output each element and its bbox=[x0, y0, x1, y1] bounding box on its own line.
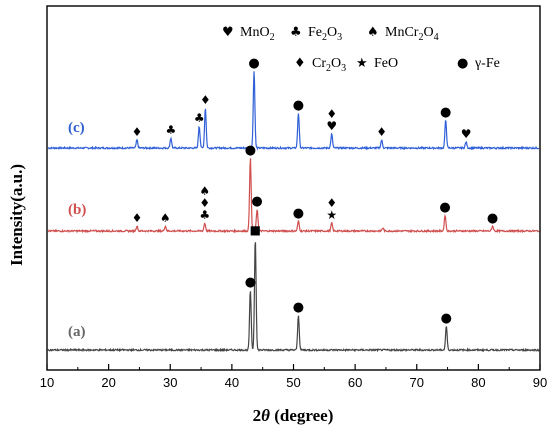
legend-item-2-label: MnCr2O4 bbox=[385, 25, 439, 43]
y-axis-title: Intensity(a.u.) bbox=[7, 164, 26, 266]
peak-marker-1-2-0: ♠ bbox=[199, 184, 210, 198]
peak-marker-0-0-0: ♦ bbox=[132, 125, 143, 139]
legend-item-5-symbol: ● bbox=[457, 56, 468, 71]
peak-marker-0-3-0: ♦ bbox=[200, 93, 211, 107]
peak-marker-0-8-0: ● bbox=[440, 105, 451, 120]
peak-marker-2-2-0: ● bbox=[293, 300, 304, 315]
x-tick-label-7: 80 bbox=[471, 375, 485, 390]
peak-marker-1-6-0: ♦ bbox=[326, 196, 337, 210]
peak-marker-1-8-0: ● bbox=[487, 211, 498, 226]
peak-marker-1-2-1: ♦ bbox=[199, 196, 210, 210]
peak-marker-2-0-0: ● bbox=[245, 275, 256, 290]
legend-item-4-symbol: ★ bbox=[356, 56, 368, 71]
peak-marker-0-6-1: ♥ bbox=[326, 119, 337, 133]
x-tick-label-4: 50 bbox=[286, 375, 300, 390]
peak-marker-1-5-0: ● bbox=[293, 206, 304, 221]
legend-item-1-symbol: ♣ bbox=[290, 25, 302, 40]
peak-marker-1-3-0: ● bbox=[245, 143, 256, 158]
x-tick-label-3: 40 bbox=[225, 375, 239, 390]
series-line-2 bbox=[47, 242, 540, 353]
peak-marker-1-7-0: ● bbox=[439, 200, 450, 215]
legend-item-3-symbol: ♦ bbox=[294, 56, 306, 71]
axes: 10 20 30 40 50 60 70 80 90 bbox=[40, 5, 547, 390]
legend-item-3-label: Cr2O3 bbox=[312, 56, 346, 74]
peak-marker-1-2-2: ♣ bbox=[199, 208, 210, 222]
legend-item-4: ★ FeO bbox=[356, 56, 398, 71]
peak-marker-1-1-0: ♠ bbox=[160, 211, 171, 225]
peak-marker-1-6-1: ★ bbox=[326, 208, 337, 222]
x-tick-label-5: 60 bbox=[348, 375, 362, 390]
peak-marker-1-0-0: ♦ bbox=[132, 211, 143, 225]
legend-item-0: ♥ MnO2 bbox=[222, 25, 275, 43]
x-tick-label-6: 70 bbox=[410, 375, 424, 390]
legend-item-3: ♦ Cr2O3 bbox=[294, 56, 346, 74]
series-label-2: (a) bbox=[68, 324, 86, 340]
x-axis-title-suffix: (degree) bbox=[270, 406, 333, 425]
x-tick-label-1: 20 bbox=[101, 375, 115, 390]
peak-marker-0-2-0: ♣ bbox=[194, 111, 205, 125]
peak-marker-0-5-0: ● bbox=[293, 98, 304, 113]
legend-item-1: ♣ Fe2O3 bbox=[290, 25, 342, 43]
peak-marker-0-1-0: ♣ bbox=[166, 123, 177, 137]
legend-item-4-label: FeO bbox=[374, 56, 398, 71]
peak-marker-0-9-0: ♥ bbox=[461, 127, 472, 141]
peak-marker-0-6-0: ♦ bbox=[326, 107, 337, 121]
legend-item-5: ● γ-Fe bbox=[457, 56, 500, 71]
peak-marker-0-4-0: ● bbox=[248, 56, 259, 71]
peak-marker-0-7-0: ♦ bbox=[376, 125, 387, 139]
x-tick-label-2: 30 bbox=[163, 375, 177, 390]
x-axis-title: 2θ (degree) bbox=[253, 406, 334, 425]
x-axis-title-theta: θ bbox=[261, 406, 270, 425]
plot-area: (c) ♦ ♣♣♦●●♦♥ ♦●♥(b) ♦ ♠♠♦♣●●●♦★ ●●(a)●■●● bbox=[47, 56, 540, 353]
peak-marker-1-4-0: ● bbox=[251, 194, 262, 209]
legend-item-1-label: Fe2O3 bbox=[308, 25, 342, 43]
x-tick-label-8: 90 bbox=[533, 375, 547, 390]
peak-marker-2-3-0: ● bbox=[441, 311, 452, 326]
legend-item-0-label: MnO2 bbox=[240, 25, 275, 43]
legend: ♥ MnO2 ♣ Fe2O3 ♠ MnCr2O4 ♦ Cr2O3 ★ FeO ● γ-Fe bbox=[222, 25, 500, 74]
legend-item-2: ♠ MnCr2O4 bbox=[367, 25, 439, 43]
legend-item-5-label: γ-Fe bbox=[474, 56, 500, 71]
series-label-1: (b) bbox=[68, 202, 86, 218]
x-axis-title-prefix: 2 bbox=[253, 406, 262, 425]
x-tick-label-0: 10 bbox=[40, 375, 54, 390]
series-line-0 bbox=[47, 71, 540, 151]
series-label-0: (c) bbox=[68, 120, 85, 136]
peak-marker-2-1-0: ■ bbox=[250, 223, 261, 237]
series-line-1 bbox=[47, 158, 540, 234]
legend-item-0-symbol: ♥ bbox=[222, 25, 234, 40]
legend-item-2-symbol: ♠ bbox=[367, 25, 379, 40]
